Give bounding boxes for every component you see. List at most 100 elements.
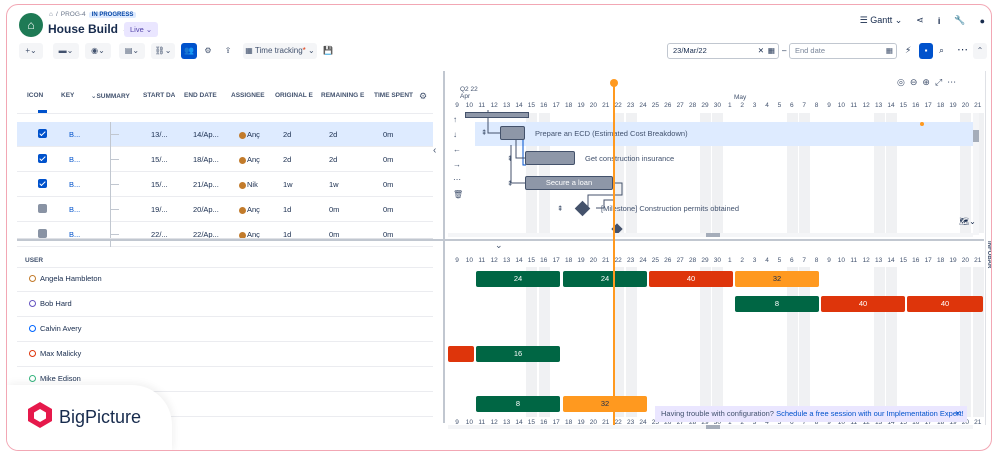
map-icon[interactable]: 🗺⌄ [959, 217, 976, 226]
arrow-up-icon[interactable]: ↑ [453, 115, 457, 124]
user-row[interactable]: Mike Edison [29, 374, 81, 383]
columns-button[interactable]: ▤⌄ [119, 43, 145, 59]
arrow-left-icon[interactable]: ← [453, 145, 461, 154]
row-end-date[interactable]: 18/Ap... [193, 155, 219, 164]
user-icon[interactable]: ● [979, 15, 985, 26]
row-start-date[interactable]: 19/... [151, 205, 168, 214]
view-eye-button[interactable]: ◉⌄ [85, 43, 111, 59]
row-original-estimate[interactable]: 2d [283, 130, 292, 139]
close-icon[interactable]: ✕ [954, 409, 961, 418]
row-checkbox[interactable] [38, 129, 47, 138]
row-end-date[interactable]: 21/Ap... [193, 180, 219, 189]
col-remaining-estimate[interactable]: REMAINING E [321, 92, 365, 99]
vertical-scrollbar[interactable] [973, 113, 979, 235]
row-remaining-estimate[interactable]: 2d [329, 130, 338, 139]
row-checkbox[interactable] [38, 229, 47, 238]
task-bar-insurance[interactable] [525, 151, 575, 165]
row-assignee[interactable]: Anç [239, 230, 260, 239]
row-end-date[interactable]: 14/Ap... [193, 130, 219, 139]
time-tracking-dropdown[interactable]: ▦ Time tracking* ⌄ [243, 43, 317, 59]
wrench-icon[interactable]: 🔧 [954, 15, 966, 25]
clear-icon[interactable]: ✕ [757, 46, 764, 55]
workload-bar[interactable]: 40 [907, 296, 983, 312]
end-date-field[interactable]: End date ▦ [789, 43, 897, 59]
start-date-field[interactable]: 23/Mar/22 ✕ ▦ [667, 43, 779, 59]
more-icon[interactable]: ⋯ [947, 77, 957, 87]
row-remaining-estimate[interactable]: 0m [329, 205, 340, 214]
col-assignee[interactable]: ASSIGNEE [231, 92, 265, 99]
schedule-session-link[interactable]: Schedule a free session with our Impleme… [776, 409, 964, 418]
row-assignee[interactable]: Nik [239, 180, 258, 189]
col-end-date[interactable]: END DATE [184, 92, 217, 99]
row-checkbox[interactable] [38, 179, 47, 188]
zoom-out-icon[interactable]: ⊖ [909, 77, 918, 87]
row-time-spent[interactable]: 0m [383, 230, 394, 239]
row-assignee[interactable]: Anç [239, 155, 260, 164]
expand-icon[interactable]: ⤢ [934, 77, 943, 87]
link-button[interactable]: ⛓⌄ [151, 43, 175, 59]
workload-bar[interactable]: 40 [649, 271, 733, 287]
arrow-down-icon[interactable]: ↓ [453, 130, 457, 139]
drag-handle-icon[interactable]: ⇞ [507, 179, 514, 188]
row-original-estimate[interactable]: 2d [283, 155, 292, 164]
table-row[interactable]: B... 22/... 22/Ap... Anç 1d 0m 0m [17, 222, 433, 247]
workload-bar[interactable]: 8 [476, 396, 560, 412]
row-checkbox[interactable] [38, 154, 47, 163]
row-checkbox-partial[interactable] [38, 110, 47, 113]
page-title[interactable]: House Build ⌄ [48, 22, 131, 36]
col-time-spent[interactable]: TIME SPENT [374, 92, 414, 99]
share-icon[interactable]: ⋖ [916, 15, 924, 25]
col-icon[interactable]: ICON [27, 92, 44, 99]
collapse-icon[interactable]: ⌃ [973, 43, 987, 59]
more-icon[interactable]: ⋯ [453, 175, 461, 184]
team-icon[interactable]: 👥 [181, 43, 197, 59]
infobar[interactable]: INFOBAR [985, 71, 991, 425]
row-start-date[interactable]: 15/... [151, 180, 168, 189]
workload-bar[interactable]: 24 [476, 271, 560, 287]
export-icon[interactable]: ⇪ [224, 46, 232, 55]
row-key[interactable]: B... [69, 180, 81, 189]
row-original-estimate[interactable]: 1d [283, 205, 292, 214]
row-time-spent[interactable]: 0m [383, 180, 394, 189]
row-checkbox[interactable] [38, 204, 47, 213]
task-bar-previous[interactable] [465, 112, 529, 118]
row-key[interactable]: B... [69, 205, 81, 214]
task-bar-ecd[interactable] [500, 126, 525, 140]
row-time-spent[interactable]: 0m [383, 205, 394, 214]
calendar-icon[interactable]: ▦ [767, 46, 775, 55]
row-key[interactable]: B... [69, 130, 81, 139]
row-remaining-estimate[interactable]: 1w [329, 180, 339, 189]
row-end-date[interactable]: 22/Ap... [193, 230, 219, 239]
arrow-right-icon[interactable]: → [453, 160, 461, 169]
split-divider[interactable] [443, 71, 445, 423]
row-original-estimate[interactable]: 1d [283, 230, 292, 239]
info-icon[interactable]: i [937, 15, 941, 26]
panel-divider[interactable] [17, 239, 984, 241]
table-row[interactable]: B... 19/... 20/Ap... Anç 1d 0m 0m [17, 197, 433, 222]
gear-icon[interactable]: ⚙ [204, 46, 212, 55]
row-start-date[interactable]: 13/... [151, 130, 168, 139]
calendar-view-icon[interactable]: ▪ [919, 43, 933, 59]
more-icon[interactable]: ⋯ [957, 44, 968, 56]
workload-bar[interactable]: 32 [563, 396, 647, 412]
col-original-estimate[interactable]: ORIGINAL E [275, 92, 313, 99]
row-start-date[interactable]: 15/... [151, 155, 168, 164]
workload-bar-partial[interactable] [448, 346, 474, 362]
workload-bar[interactable]: 16 [476, 346, 560, 362]
drag-handle-icon[interactable]: ⇞ [507, 154, 514, 163]
trash-icon[interactable]: 🗑 [453, 190, 464, 199]
row-remaining-estimate[interactable]: 0m [329, 230, 340, 239]
drag-handle-icon[interactable]: ⇞ [481, 128, 488, 137]
row-key[interactable]: B... [69, 230, 81, 239]
user-row[interactable]: Calvin Avery [29, 324, 82, 333]
col-key[interactable]: KEY [61, 92, 75, 99]
calendar-icon[interactable]: ▦ [885, 46, 893, 55]
chevron-down-icon[interactable]: ⌄ [495, 240, 503, 250]
drag-handle-icon[interactable]: ⇞ [557, 204, 564, 213]
row-end-date[interactable]: 20/Ap... [193, 205, 219, 214]
row-time-spent[interactable]: 0m [383, 155, 394, 164]
row-time-spent[interactable]: 0m [383, 130, 394, 139]
row-assignee[interactable]: Anç [239, 130, 260, 139]
horizontal-scrollbar[interactable] [448, 233, 973, 237]
table-row[interactable]: B... 15/... 21/Ap... Nik 1w 1w 0m [17, 172, 433, 197]
